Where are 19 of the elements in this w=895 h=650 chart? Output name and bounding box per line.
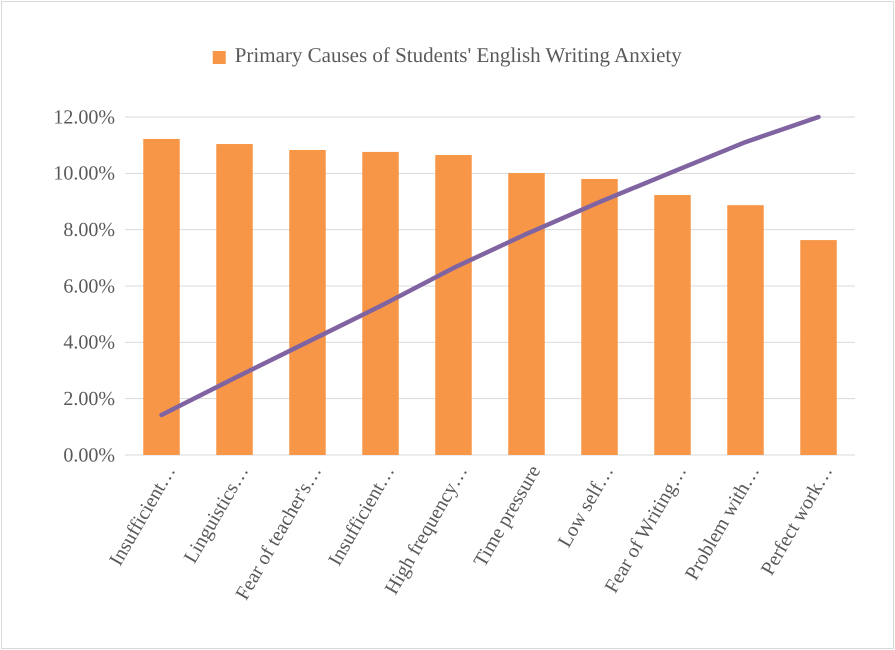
bar xyxy=(362,152,399,455)
bar xyxy=(216,144,253,455)
bar xyxy=(654,195,691,455)
bar xyxy=(727,205,764,455)
line-series xyxy=(159,114,821,418)
bar xyxy=(581,178,618,455)
y-tick-label: 2.00% xyxy=(63,388,115,410)
y-tick-label: 10.00% xyxy=(53,162,115,185)
y-tick-label: 6.00% xyxy=(63,275,115,298)
bar xyxy=(800,240,837,455)
bar xyxy=(289,150,326,455)
bar xyxy=(143,138,180,455)
y-tick-label: 4.00% xyxy=(63,332,115,354)
y-tick-label: 0.00% xyxy=(63,444,115,466)
bar xyxy=(508,173,545,455)
bar xyxy=(435,155,472,455)
y-tick-label: 8.00% xyxy=(63,219,115,242)
legend-label: Primary Causes of Students' English Writing Anxiety xyxy=(234,43,682,67)
y-tick-label: 12.00% xyxy=(53,106,115,128)
